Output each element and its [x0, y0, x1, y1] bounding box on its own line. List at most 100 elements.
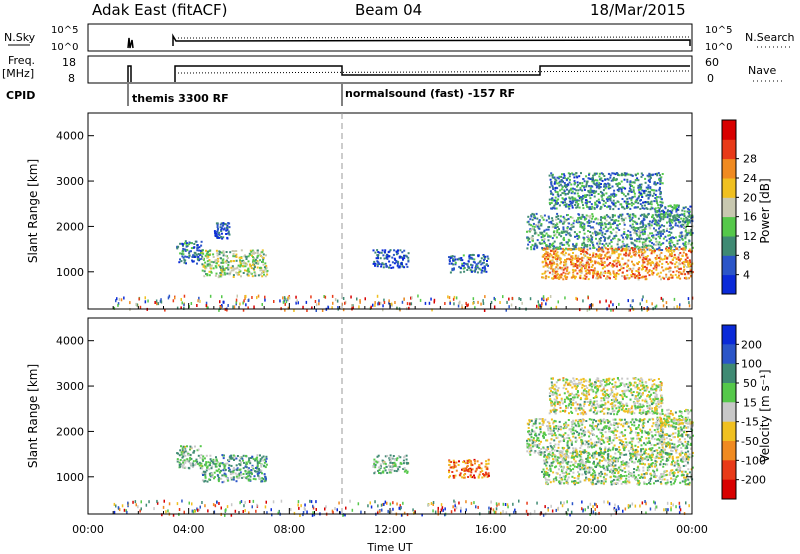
- velocity-cell: [624, 437, 627, 440]
- velocity-cell: [557, 428, 560, 431]
- velocity-cell: [248, 459, 250, 462]
- power-cell: [244, 297, 246, 300]
- power-cell: [582, 242, 585, 245]
- power-cell: [569, 173, 572, 175]
- power-cell: [452, 268, 455, 271]
- power-cell: [639, 193, 642, 196]
- power-cell: [603, 257, 605, 260]
- power-cell: [398, 256, 401, 259]
- power-cell: [388, 301, 390, 305]
- velocity-cell: [217, 480, 220, 483]
- power-cell: [453, 255, 456, 258]
- power-cell: [681, 220, 684, 223]
- power-cell: [604, 254, 607, 257]
- power-cell: [567, 217, 570, 220]
- power-cell: [251, 252, 254, 255]
- power-cell: [683, 215, 686, 218]
- power-cell: [628, 203, 631, 205]
- power-cell: [649, 176, 652, 179]
- power-cell: [676, 204, 679, 207]
- velocity-cell: [487, 472, 490, 475]
- power-cell: [642, 201, 645, 204]
- power-cell: [668, 214, 671, 217]
- power-cell: [552, 242, 555, 245]
- power-cell: [611, 193, 614, 196]
- power-cell: [545, 244, 548, 247]
- velocity-cell: [258, 469, 261, 471]
- power-cell: [670, 219, 673, 222]
- power-cell: [541, 247, 544, 249]
- power-cell: [549, 178, 552, 181]
- power-cell: [595, 186, 598, 189]
- velocity-cell: [226, 478, 229, 480]
- power-cell: [565, 179, 568, 182]
- power-cell: [683, 210, 686, 213]
- power-cell: [249, 249, 252, 252]
- velocity-cell: [393, 465, 396, 468]
- power-cell: [661, 249, 664, 251]
- velocity-cell: [179, 463, 182, 466]
- velocity-cell: [251, 465, 254, 468]
- power-cell: [595, 255, 598, 258]
- freq-panel: Freq. [MHz] 18 8 60 0 Nave: [2, 54, 782, 85]
- power-cell: [545, 250, 548, 253]
- power-cell: [670, 224, 672, 227]
- velocity-cell: [384, 461, 387, 464]
- velocity-cell: [210, 460, 213, 462]
- power-cell: [207, 254, 210, 257]
- power-cell: [582, 226, 585, 229]
- power-cell: [192, 260, 195, 263]
- power-cell: [577, 234, 580, 237]
- power-cell: [679, 303, 681, 307]
- velocity-cell: [691, 451, 694, 454]
- power-cell: [636, 245, 639, 248]
- power-cell: [644, 269, 647, 272]
- velocity-cell: [224, 468, 227, 471]
- power-cell: [670, 231, 673, 234]
- power-cell: [582, 204, 584, 207]
- power-cell: [667, 234, 670, 237]
- power-cell: [562, 230, 565, 233]
- velocity-cell: [373, 461, 376, 464]
- power-cell: [691, 271, 694, 274]
- power-cell: [407, 260, 410, 263]
- power-cell: [591, 236, 594, 239]
- power-cell: [586, 180, 589, 183]
- power-cell: [574, 246, 577, 249]
- velocity-cell: [650, 437, 653, 440]
- power-cell: [602, 194, 605, 197]
- velocity-cell: [223, 473, 226, 476]
- power-cell: [569, 216, 572, 219]
- power-cell: [527, 239, 530, 242]
- power-cell: [555, 254, 558, 257]
- power-cell: [661, 224, 663, 227]
- power-cell: [577, 189, 580, 192]
- power-cell: [182, 244, 184, 247]
- velocity-cell: [572, 449, 575, 452]
- power-cell: [676, 217, 679, 220]
- velocity-cell: [658, 446, 661, 449]
- power-cell: [581, 189, 584, 192]
- power-cell: [502, 295, 504, 299]
- power-cell: [623, 231, 626, 233]
- power-cell: [266, 269, 269, 272]
- velocity-cell: [217, 461, 219, 464]
- velocity-cell: [461, 468, 463, 471]
- power-cell: [188, 241, 191, 244]
- power-cell: [499, 301, 501, 304]
- power-cell: [554, 275, 556, 278]
- power-cell: [637, 227, 640, 229]
- cpid-label: CPID: [6, 89, 35, 102]
- power-cell: [688, 213, 691, 216]
- power-cell: [226, 257, 229, 259]
- velocity-cell: [572, 447, 575, 450]
- power-cell: [185, 262, 187, 265]
- power-cell: [477, 255, 480, 258]
- velocity-cell: [531, 424, 534, 427]
- velocity-cell: [453, 462, 456, 465]
- power-cell: [230, 266, 233, 269]
- power-cell: [578, 258, 581, 261]
- power-cell: [630, 201, 633, 204]
- velocity-cell: [584, 440, 587, 442]
- power-cell: [687, 219, 689, 222]
